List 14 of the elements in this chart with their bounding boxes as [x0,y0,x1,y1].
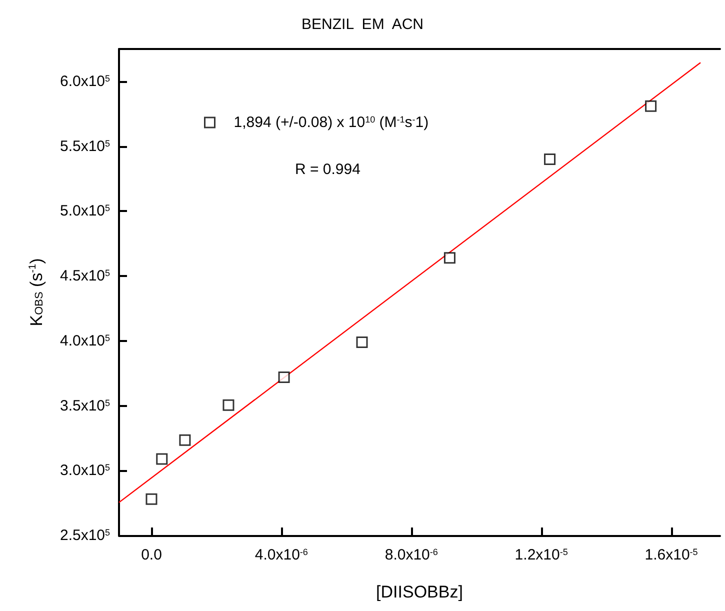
y-axis-title: KOBS (s-1) [27,258,46,326]
point [179,434,191,446]
annotation: R = 0.994 [295,161,360,178]
point [356,336,368,348]
point [278,371,290,383]
point [645,100,657,112]
point [146,493,158,505]
point [222,399,234,411]
point [444,252,456,264]
point [544,154,556,166]
x-tick-label: 0.0 [141,546,162,564]
chart-title: BENZIL EM ACN [302,16,424,33]
point [156,453,168,465]
x-axis-title: [DIISOBBz] [376,582,463,602]
